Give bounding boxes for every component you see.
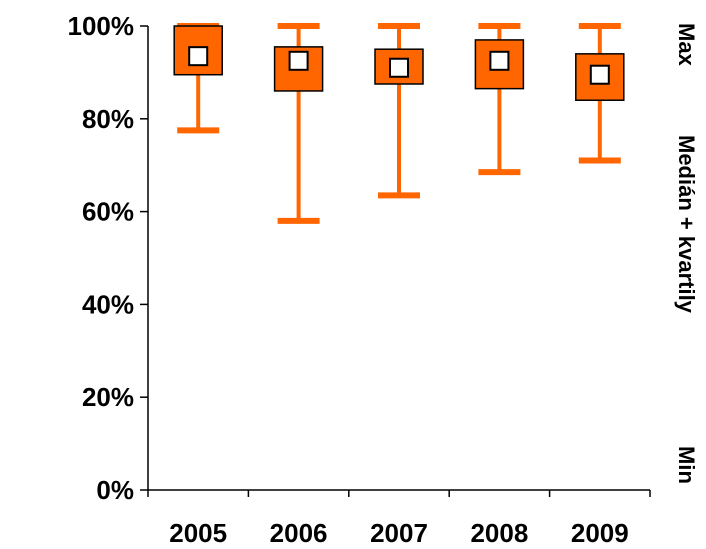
- median-marker: [288, 50, 309, 71]
- legend-max-label: Max: [674, 23, 699, 67]
- median-marker: [389, 57, 409, 78]
- median-marker: [589, 64, 610, 85]
- quartile-box: [173, 25, 223, 76]
- box-group: [173, 23, 223, 134]
- y-tick-label: 0%: [96, 475, 134, 505]
- box-group: [273, 23, 324, 224]
- legend-min-label: Min: [674, 446, 699, 484]
- x-tick-label: 2006: [270, 518, 328, 548]
- box-group: [474, 23, 525, 176]
- x-tick-label: 2005: [169, 518, 227, 548]
- box-group: [575, 23, 625, 164]
- x-tick-label: 2007: [370, 518, 428, 548]
- x-tick-label: 2008: [470, 518, 528, 548]
- boxplot-layer: [173, 23, 625, 224]
- y-tick-label: 20%: [82, 382, 134, 412]
- tick-label-layer: 0% 20% 40% 60% 80% 100% 2005 2006 2007 2008 2009: [68, 11, 629, 548]
- legend-median-quartiles-label: Medián + kvartily: [674, 135, 699, 314]
- axis-layer: [140, 25, 651, 497]
- median-marker: [188, 46, 209, 67]
- y-tick-label: 60%: [82, 197, 134, 227]
- y-tick-label: 40%: [82, 289, 134, 319]
- median-marker: [489, 50, 510, 71]
- x-tick-label: 2009: [571, 518, 629, 548]
- y-tick-label: 100%: [68, 11, 135, 41]
- y-tick-label: 80%: [82, 104, 134, 134]
- box-group: [374, 23, 424, 199]
